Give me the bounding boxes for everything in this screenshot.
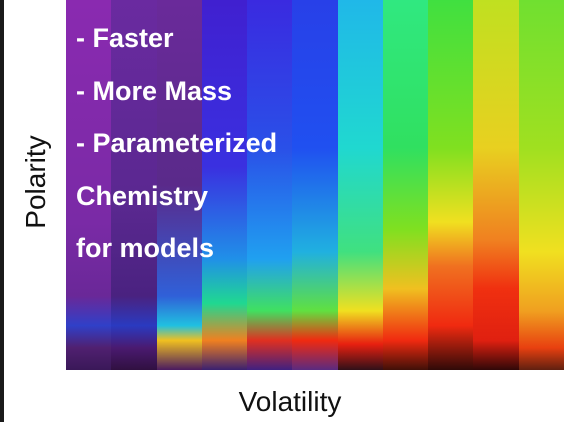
overlay-line: - Faster (76, 23, 174, 53)
x-axis-label: Volatility (238, 386, 342, 417)
left-edge (0, 0, 4, 422)
heatmap-image (66, 0, 564, 370)
overlay-text: - Faster - More Mass - Parameterized Che… (76, 12, 277, 275)
overlay-line: - More Mass (76, 75, 233, 106)
overlay-line: Chemistry (76, 180, 209, 211)
overlay-line: - Parameterized (76, 128, 278, 158)
overlay-line: for models (76, 233, 215, 263)
y-axis-label: Polarity (20, 135, 51, 229)
